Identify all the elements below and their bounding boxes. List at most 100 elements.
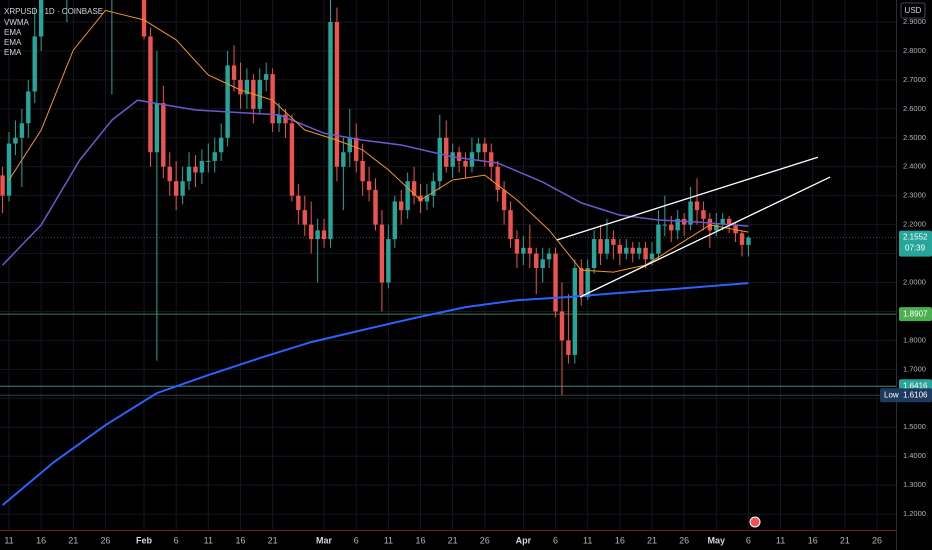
candle-body	[508, 210, 513, 240]
candle-body	[656, 224, 661, 254]
candle-body	[527, 247, 533, 254]
candle-body	[572, 268, 578, 355]
candle-body	[694, 201, 700, 211]
y-tick-label: 2.5000	[903, 133, 926, 142]
candle-body	[450, 152, 455, 167]
candle-body	[701, 210, 706, 219]
x-tick-label: 21	[268, 535, 278, 545]
x-tick-label: 16	[36, 535, 46, 545]
y-tick-label: 2.3000	[903, 191, 926, 200]
candle-body	[238, 79, 243, 95]
candle-body	[630, 247, 635, 254]
candle-body	[746, 237, 751, 245]
candle-body	[662, 224, 668, 226]
candle-body	[495, 166, 500, 190]
x-tick-label: 11	[384, 535, 393, 545]
x-tick-label: 16	[615, 535, 625, 545]
x-tick-label: 21	[840, 535, 850, 545]
candle-body	[720, 218, 725, 225]
currency-box[interactable]	[900, 2, 926, 19]
x-tick-label: 6	[354, 535, 359, 545]
x-tick-label: 26	[679, 535, 689, 545]
x-tick-label: 21	[68, 535, 78, 545]
candle-body	[456, 152, 462, 161]
countdown-label: 07:39	[905, 244, 926, 253]
candle-body	[643, 247, 648, 260]
event-icon[interactable]	[749, 516, 761, 528]
candle-body	[218, 137, 224, 153]
candle-body	[617, 244, 623, 254]
candle-body	[276, 114, 282, 124]
last-price-label: 2.1552	[903, 233, 928, 242]
candle-body	[675, 218, 680, 231]
candle-body	[257, 79, 262, 109]
x-tick-label: 11	[204, 535, 213, 545]
candle-body	[180, 181, 185, 196]
x-tick-label: 21	[448, 535, 458, 545]
x-tick-label: 6	[174, 535, 179, 545]
candle-body	[173, 181, 179, 196]
candle-body	[392, 201, 397, 240]
candle-body	[302, 210, 307, 225]
candle-body	[463, 160, 468, 167]
candle-body	[714, 224, 719, 231]
y-tick-label: 2.9000	[903, 17, 926, 26]
candle-body	[418, 195, 423, 202]
candle-body	[0, 175, 5, 196]
candle-body	[726, 218, 732, 225]
last-price-tag	[899, 230, 932, 257]
candle-body	[148, 36, 153, 153]
candle-body	[411, 181, 417, 196]
candle-body	[624, 247, 629, 254]
legend-entry: VWMA	[4, 18, 30, 27]
candle-body	[733, 224, 738, 234]
x-tick-label: Feb	[136, 535, 153, 545]
candle-body	[26, 91, 31, 124]
candle-body	[296, 195, 301, 211]
candle-body	[263, 74, 269, 80]
candle-body	[231, 65, 237, 80]
candle-body	[688, 201, 693, 225]
x-tick-label: 11	[4, 535, 13, 545]
candle-body	[270, 74, 275, 124]
candle-body	[341, 152, 346, 167]
x-tick-label: 26	[872, 535, 882, 545]
candle-body	[598, 239, 603, 254]
candle-body	[739, 233, 745, 245]
x-tick-label: 16	[235, 535, 245, 545]
y-tick-label: 2.2000	[903, 220, 926, 229]
low-tag	[880, 388, 932, 403]
price-level-tag	[899, 307, 932, 322]
trend-line	[579, 176, 831, 298]
y-tick-label: 2.6000	[903, 104, 926, 113]
candle-body	[546, 253, 552, 260]
candle-body	[559, 311, 565, 341]
candle-body	[212, 152, 217, 161]
y-tick-label: 2.8000	[903, 46, 926, 55]
candle-body	[360, 160, 365, 182]
candle-body	[431, 181, 436, 196]
x-tick-label: 21	[647, 535, 657, 545]
x-tick-label: Apr	[516, 535, 532, 545]
legend-entry: EMA	[4, 38, 22, 47]
candle-body	[366, 181, 372, 190]
candle-body	[514, 239, 520, 254]
candle-body	[553, 253, 558, 312]
price-level-label: 1.6416	[903, 381, 928, 390]
candle-body	[321, 230, 327, 240]
candle-body	[32, 36, 37, 92]
candle-body	[373, 189, 378, 225]
candle-body	[476, 143, 481, 153]
candle-body	[379, 224, 385, 283]
y-tick-label: 1.3000	[903, 480, 926, 489]
x-tick-label: Mar	[316, 535, 333, 545]
candle-body	[386, 239, 391, 283]
y-tick-label: 2.0000	[903, 277, 926, 286]
candle-body	[141, 0, 147, 37]
candle-body	[444, 137, 449, 167]
indicator-line	[8, 9, 749, 273]
price-level-label: 1.8907	[903, 309, 928, 318]
plot-area	[0, 0, 896, 506]
